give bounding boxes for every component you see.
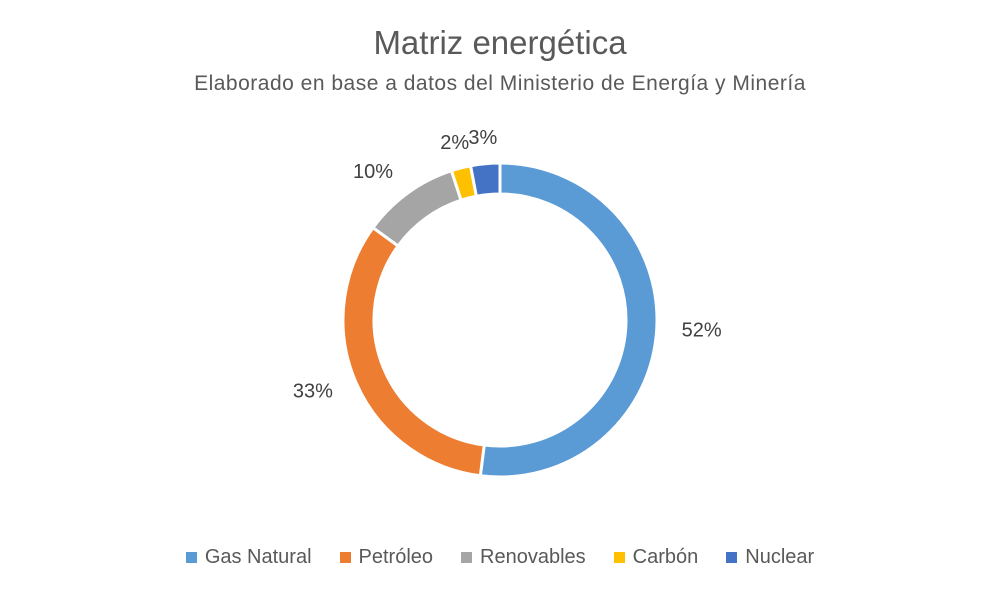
chart-legend: Gas Natural Petróleo Renovables Carbón N…: [0, 546, 1000, 569]
legend-label-renovables: Renovables: [480, 546, 586, 568]
data-label-renovables: 10%: [353, 161, 393, 183]
legend-swatch-nuclear: [726, 552, 738, 563]
legend-item-renovables: Renovables: [461, 546, 586, 569]
legend-item-nuclear: Nuclear: [726, 546, 814, 569]
legend-swatch-petroleo: [339, 552, 351, 563]
data-label-gas-natural: 52%: [682, 320, 722, 342]
legend-label-petroleo: Petróleo: [358, 546, 434, 568]
data-label-petroleo: 33%: [293, 381, 333, 403]
legend-item-gas-natural: Gas Natural: [185, 546, 312, 569]
legend-swatch-carbon: [613, 552, 625, 563]
chart-subtitle: Elaborado en base a datos del Ministerio…: [194, 72, 806, 95]
data-label-carbon: 2%: [440, 132, 469, 154]
donut-slice-petroleo: [341, 225, 486, 478]
legend-item-petroleo: Petróleo: [339, 546, 434, 569]
legend-swatch-gas-natural: [185, 552, 197, 563]
data-label-nuclear: 3%: [468, 127, 497, 149]
legend-label-nuclear: Nuclear: [745, 546, 815, 568]
chart-title: Matriz energética: [373, 24, 627, 61]
legend-swatch-renovables: [461, 552, 473, 563]
donut-slice-nuclear: [468, 161, 502, 198]
legend-item-carbon: Carbón: [613, 546, 699, 569]
legend-label-carbon: Carbón: [632, 546, 699, 568]
donut-slice-gas-natural: [478, 161, 659, 479]
legend-label-gas-natural: Gas Natural: [204, 546, 312, 568]
